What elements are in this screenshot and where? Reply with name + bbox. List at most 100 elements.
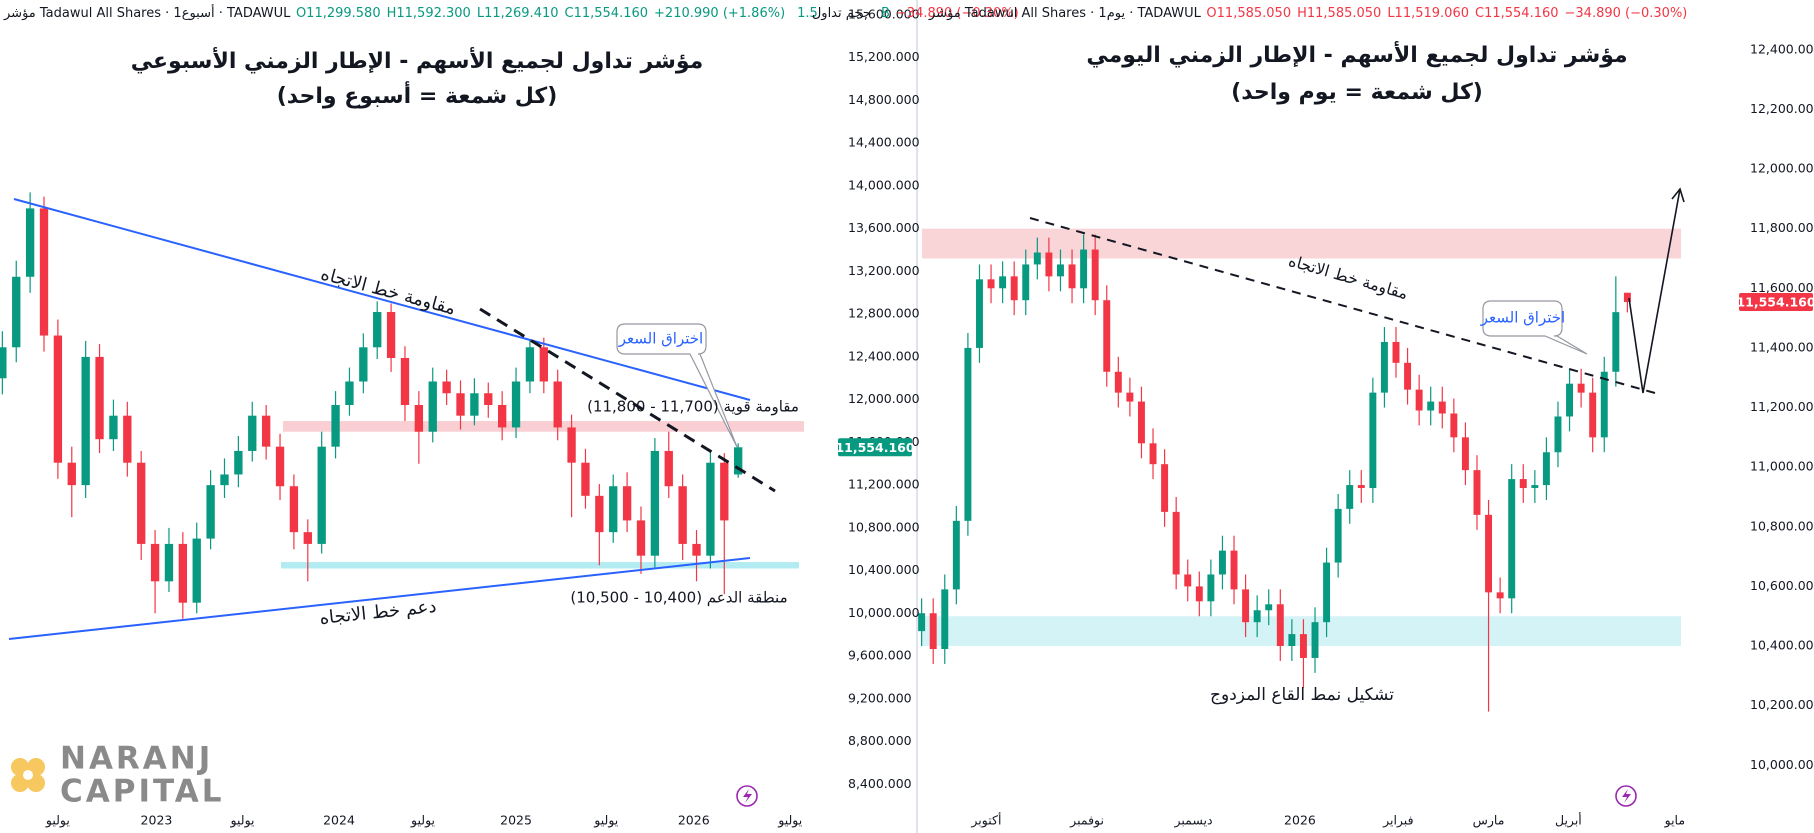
candle-body	[192, 538, 201, 603]
candle-body	[1508, 479, 1516, 599]
y-tick-label: 10,400.000	[848, 562, 920, 577]
candle-body	[622, 486, 632, 521]
y-tick-label: 12,000.000	[848, 391, 920, 406]
x-tick-label: فبراير	[1382, 813, 1414, 829]
x-tick-label: يوليو	[777, 813, 802, 829]
candle-body	[1485, 514, 1493, 593]
candle-body	[720, 462, 729, 521]
candle-body	[400, 357, 410, 405]
candle-body	[1033, 252, 1041, 265]
candle-body	[456, 393, 465, 416]
candle-body	[706, 462, 715, 556]
annotation: مقاومة قوية (11,700 - 11,800)	[587, 398, 799, 416]
y-tick-label: 11,000.000	[1750, 459, 1814, 474]
candle-body	[581, 462, 590, 496]
annotation: منطقة الدعم (10,400 - 10,500)	[570, 589, 787, 607]
candle-body	[678, 486, 687, 544]
y-tick-label: 14,000.000	[848, 177, 920, 192]
y-tick-label: 10,000.000	[848, 605, 920, 620]
candle-body	[150, 543, 160, 582]
x-tick-label: 2023	[141, 813, 173, 828]
header-item: H11,592.300	[387, 6, 471, 21]
candle-body	[67, 462, 76, 486]
last-price-badge	[838, 438, 912, 457]
candle-body	[1600, 371, 1608, 438]
candle-body	[25, 208, 35, 277]
candle-body	[359, 347, 368, 382]
x-tick-label: أبريل	[1555, 812, 1582, 829]
x-tick-label: نوفمبر	[1069, 813, 1104, 829]
candle-body	[1427, 401, 1435, 411]
candle-body	[1103, 300, 1111, 372]
candle-body	[261, 415, 271, 447]
annotation: اختراق السعر	[1480, 309, 1565, 327]
chart-title: مؤشر تداول لجميع الأسهم - الإطار الزمني …	[1086, 40, 1627, 68]
header-item: +210.990 (+1.86%)	[654, 6, 785, 21]
y-tick-label: 12,400.000	[1750, 41, 1814, 56]
right-drawings	[1029, 187, 1685, 394]
chart-title: مؤشر تداول لجميع الأسهم - الإطار الزمني …	[131, 46, 704, 74]
candle-body	[1519, 479, 1527, 489]
y-tick-label: 11,800.000	[1750, 220, 1814, 235]
y-tick-label: 11,200.000	[1750, 399, 1814, 414]
candle-body	[1265, 604, 1273, 611]
resistance-trendline	[13, 198, 751, 401]
candle-body	[525, 347, 535, 382]
candle-body	[1091, 249, 1099, 301]
annotation: تشكيل نمط القاع المزدوج	[1210, 685, 1394, 705]
candle-body	[1438, 401, 1446, 414]
last-price-label: 11,554.160	[835, 440, 914, 455]
candle-body	[1415, 389, 1423, 411]
candle-body	[1218, 550, 1226, 575]
y-tick-label: 12,400.000	[848, 348, 920, 363]
candle-body	[1357, 485, 1365, 489]
candle-body	[1207, 574, 1215, 602]
candle-body	[976, 279, 983, 348]
y-tick-label: 12,200.000	[1750, 101, 1814, 116]
lightning-icons	[736, 785, 1637, 807]
candle-body	[1380, 341, 1388, 393]
y-tick-label: 15,600.000	[848, 6, 920, 21]
candle-body	[386, 312, 396, 358]
candle-body	[1068, 264, 1076, 289]
candle-body	[734, 447, 743, 475]
candle-body	[1137, 401, 1145, 444]
candle-body	[964, 347, 972, 521]
candle-body	[53, 335, 63, 463]
arrow-head	[1671, 187, 1685, 203]
logo-line1: NARANJ	[60, 741, 213, 777]
candle-body	[234, 450, 243, 475]
x-tick-label: يوليو	[593, 813, 618, 829]
header-item: مؤشر Tadawul All Shares · 1أسبوع · TADAW…	[3, 4, 291, 21]
y-tick-label: 14,400.000	[848, 135, 920, 150]
candle-body	[248, 415, 257, 451]
candle-body	[929, 613, 937, 650]
logo-line2: CAPITAL	[60, 774, 224, 810]
y-tick-label: 10,400.000	[1750, 638, 1814, 653]
y-tick-label: 15,200.000	[848, 49, 920, 64]
left-drawings	[8, 198, 776, 640]
candle-body	[414, 405, 424, 432]
candle-body	[595, 495, 604, 533]
callout	[616, 323, 738, 448]
last-price-label: 11,554.160	[1736, 294, 1814, 309]
candle-body	[1010, 276, 1018, 301]
header-item: O11,299.580	[296, 6, 381, 21]
candle-body	[1172, 511, 1180, 575]
logo-icon	[11, 758, 45, 792]
candle-body	[1195, 586, 1203, 602]
candle-body	[289, 486, 299, 533]
y-tick-label: 11,400.000	[1750, 339, 1814, 354]
header-item: حجم تداول	[812, 6, 871, 21]
candle-body	[345, 381, 354, 405]
y-tick-label: 10,200.000	[1750, 697, 1814, 712]
y-tick-label: 8,800.000	[848, 733, 912, 748]
y-tick-label: 13,200.000	[848, 263, 920, 278]
candle-body	[331, 405, 340, 447]
candle-body	[1346, 485, 1354, 509]
candle-body	[1404, 362, 1412, 390]
header-item: C11,554.160	[565, 6, 649, 21]
candle-body	[650, 450, 660, 556]
candle-body	[1299, 634, 1307, 658]
